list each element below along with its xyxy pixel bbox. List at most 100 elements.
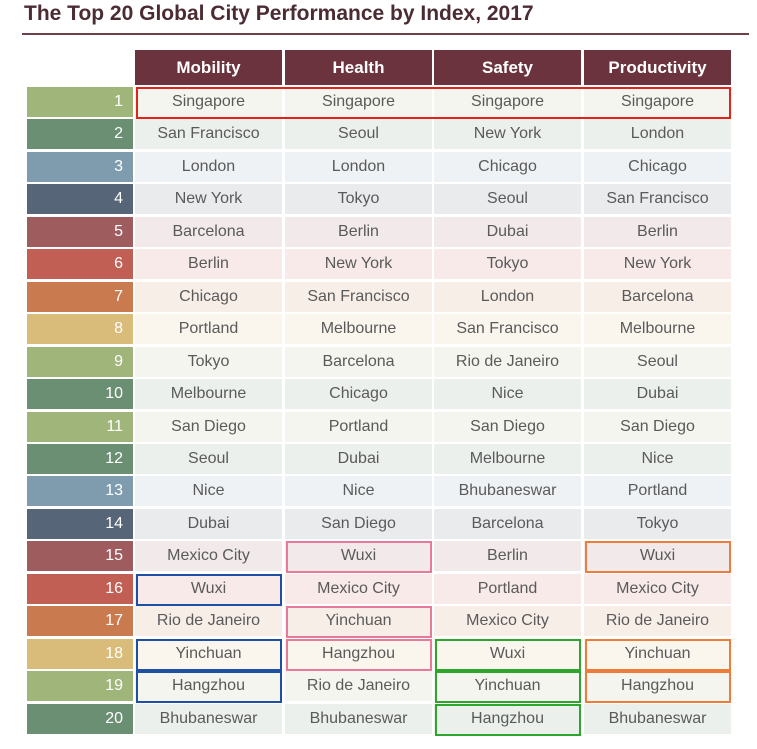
- city-cell: Berlin: [584, 217, 731, 247]
- city-cell: New York: [285, 249, 432, 279]
- city-cell: London: [285, 152, 432, 182]
- city-cell: Portland: [434, 574, 581, 604]
- city-cell: Seoul: [434, 184, 581, 214]
- city-cell: New York: [434, 119, 581, 149]
- city-cell: Rio de Janeiro: [584, 606, 731, 636]
- rank-label: 2: [27, 119, 133, 149]
- rank-label: 4: [27, 184, 133, 214]
- rank-label: 7: [27, 282, 133, 312]
- city-cell: Barcelona: [285, 347, 432, 377]
- chart-title: The Top 20 Global City Performance by In…: [24, 2, 534, 25]
- city-cell: Tokyo: [135, 347, 282, 377]
- rank-label: 13: [27, 476, 133, 506]
- city-cell: Berlin: [135, 249, 282, 279]
- city-cell: Yinchuan: [584, 639, 731, 669]
- city-cell: Wuxi: [584, 541, 731, 571]
- city-cell: Wuxi: [135, 574, 282, 604]
- city-cell: Chicago: [584, 152, 731, 182]
- city-cell: Tokyo: [584, 509, 731, 539]
- city-cell: San Francisco: [434, 314, 581, 344]
- city-cell: Bhubaneswar: [584, 704, 731, 734]
- rank-label: 8: [27, 314, 133, 344]
- city-cell: Wuxi: [434, 639, 581, 669]
- city-cell: Melbourne: [434, 444, 581, 474]
- column-header-mobility: Mobility: [135, 50, 282, 85]
- city-cell: Barcelona: [135, 217, 282, 247]
- city-cell: Singapore: [285, 87, 432, 117]
- city-cell: Hangzhou: [135, 671, 282, 701]
- city-cell: London: [434, 282, 581, 312]
- rank-label: 18: [27, 639, 133, 669]
- title-divider: [22, 33, 749, 35]
- city-cell: Melbourne: [285, 314, 432, 344]
- city-cell: Melbourne: [135, 379, 282, 409]
- city-cell: Chicago: [135, 282, 282, 312]
- city-cell: Seoul: [584, 347, 731, 377]
- column-header-safety: Safety: [434, 50, 581, 85]
- city-cell: Tokyo: [434, 249, 581, 279]
- rank-label: 20: [27, 704, 133, 734]
- city-cell: New York: [584, 249, 731, 279]
- city-cell: San Diego: [434, 412, 581, 442]
- city-cell: Bhubaneswar: [434, 476, 581, 506]
- city-cell: San Francisco: [285, 282, 432, 312]
- city-cell: Yinchuan: [434, 671, 581, 701]
- city-cell: London: [135, 152, 282, 182]
- city-cell: Bhubaneswar: [135, 704, 282, 734]
- city-cell: San Diego: [584, 412, 731, 442]
- column-header-productivity: Productivity: [584, 50, 731, 85]
- city-cell: Mexico City: [285, 574, 432, 604]
- city-cell: Rio de Janeiro: [434, 347, 581, 377]
- city-cell: Melbourne: [584, 314, 731, 344]
- rank-label: 10: [27, 379, 133, 409]
- rank-label: 19: [27, 671, 133, 701]
- rank-label: 6: [27, 249, 133, 279]
- city-cell: Seoul: [135, 444, 282, 474]
- column-header-health: Health: [285, 50, 432, 85]
- rank-label: 12: [27, 444, 133, 474]
- city-cell: Berlin: [434, 541, 581, 571]
- city-cell: Singapore: [434, 87, 581, 117]
- city-cell: Hangzhou: [434, 704, 581, 734]
- city-cell: Portland: [285, 412, 432, 442]
- city-cell: Nice: [285, 476, 432, 506]
- city-cell: San Diego: [285, 509, 432, 539]
- city-cell: Yinchuan: [285, 606, 432, 636]
- rank-label: 9: [27, 347, 133, 377]
- rank-label: 5: [27, 217, 133, 247]
- city-cell: Chicago: [434, 152, 581, 182]
- city-cell: San Francisco: [135, 119, 282, 149]
- city-cell: Nice: [434, 379, 581, 409]
- city-cell: Berlin: [285, 217, 432, 247]
- rank-label: 14: [27, 509, 133, 539]
- rank-label: 15: [27, 541, 133, 571]
- city-cell: Hangzhou: [584, 671, 731, 701]
- city-cell: Dubai: [285, 444, 432, 474]
- rank-label: 17: [27, 606, 133, 636]
- city-cell: Portland: [584, 476, 731, 506]
- city-cell: Singapore: [135, 87, 282, 117]
- city-cell: Nice: [584, 444, 731, 474]
- city-cell: Hangzhou: [285, 639, 432, 669]
- city-cell: Rio de Janeiro: [135, 606, 282, 636]
- city-cell: Dubai: [434, 217, 581, 247]
- city-cell: Wuxi: [285, 541, 432, 571]
- city-cell: Seoul: [285, 119, 432, 149]
- city-cell: Singapore: [584, 87, 731, 117]
- city-cell: Tokyo: [285, 184, 432, 214]
- city-cell: Dubai: [584, 379, 731, 409]
- city-cell: Nice: [135, 476, 282, 506]
- city-cell: Mexico City: [434, 606, 581, 636]
- city-cell: New York: [135, 184, 282, 214]
- city-cell: London: [584, 119, 731, 149]
- city-cell: Yinchuan: [135, 639, 282, 669]
- city-cell: Mexico City: [135, 541, 282, 571]
- city-cell: Rio de Janeiro: [285, 671, 432, 701]
- city-cell: Chicago: [285, 379, 432, 409]
- city-cell: Dubai: [135, 509, 282, 539]
- city-cell: Bhubaneswar: [285, 704, 432, 734]
- city-cell: Barcelona: [584, 282, 731, 312]
- rank-label: 1: [27, 87, 133, 117]
- rank-label: 3: [27, 152, 133, 182]
- rank-label: 16: [27, 574, 133, 604]
